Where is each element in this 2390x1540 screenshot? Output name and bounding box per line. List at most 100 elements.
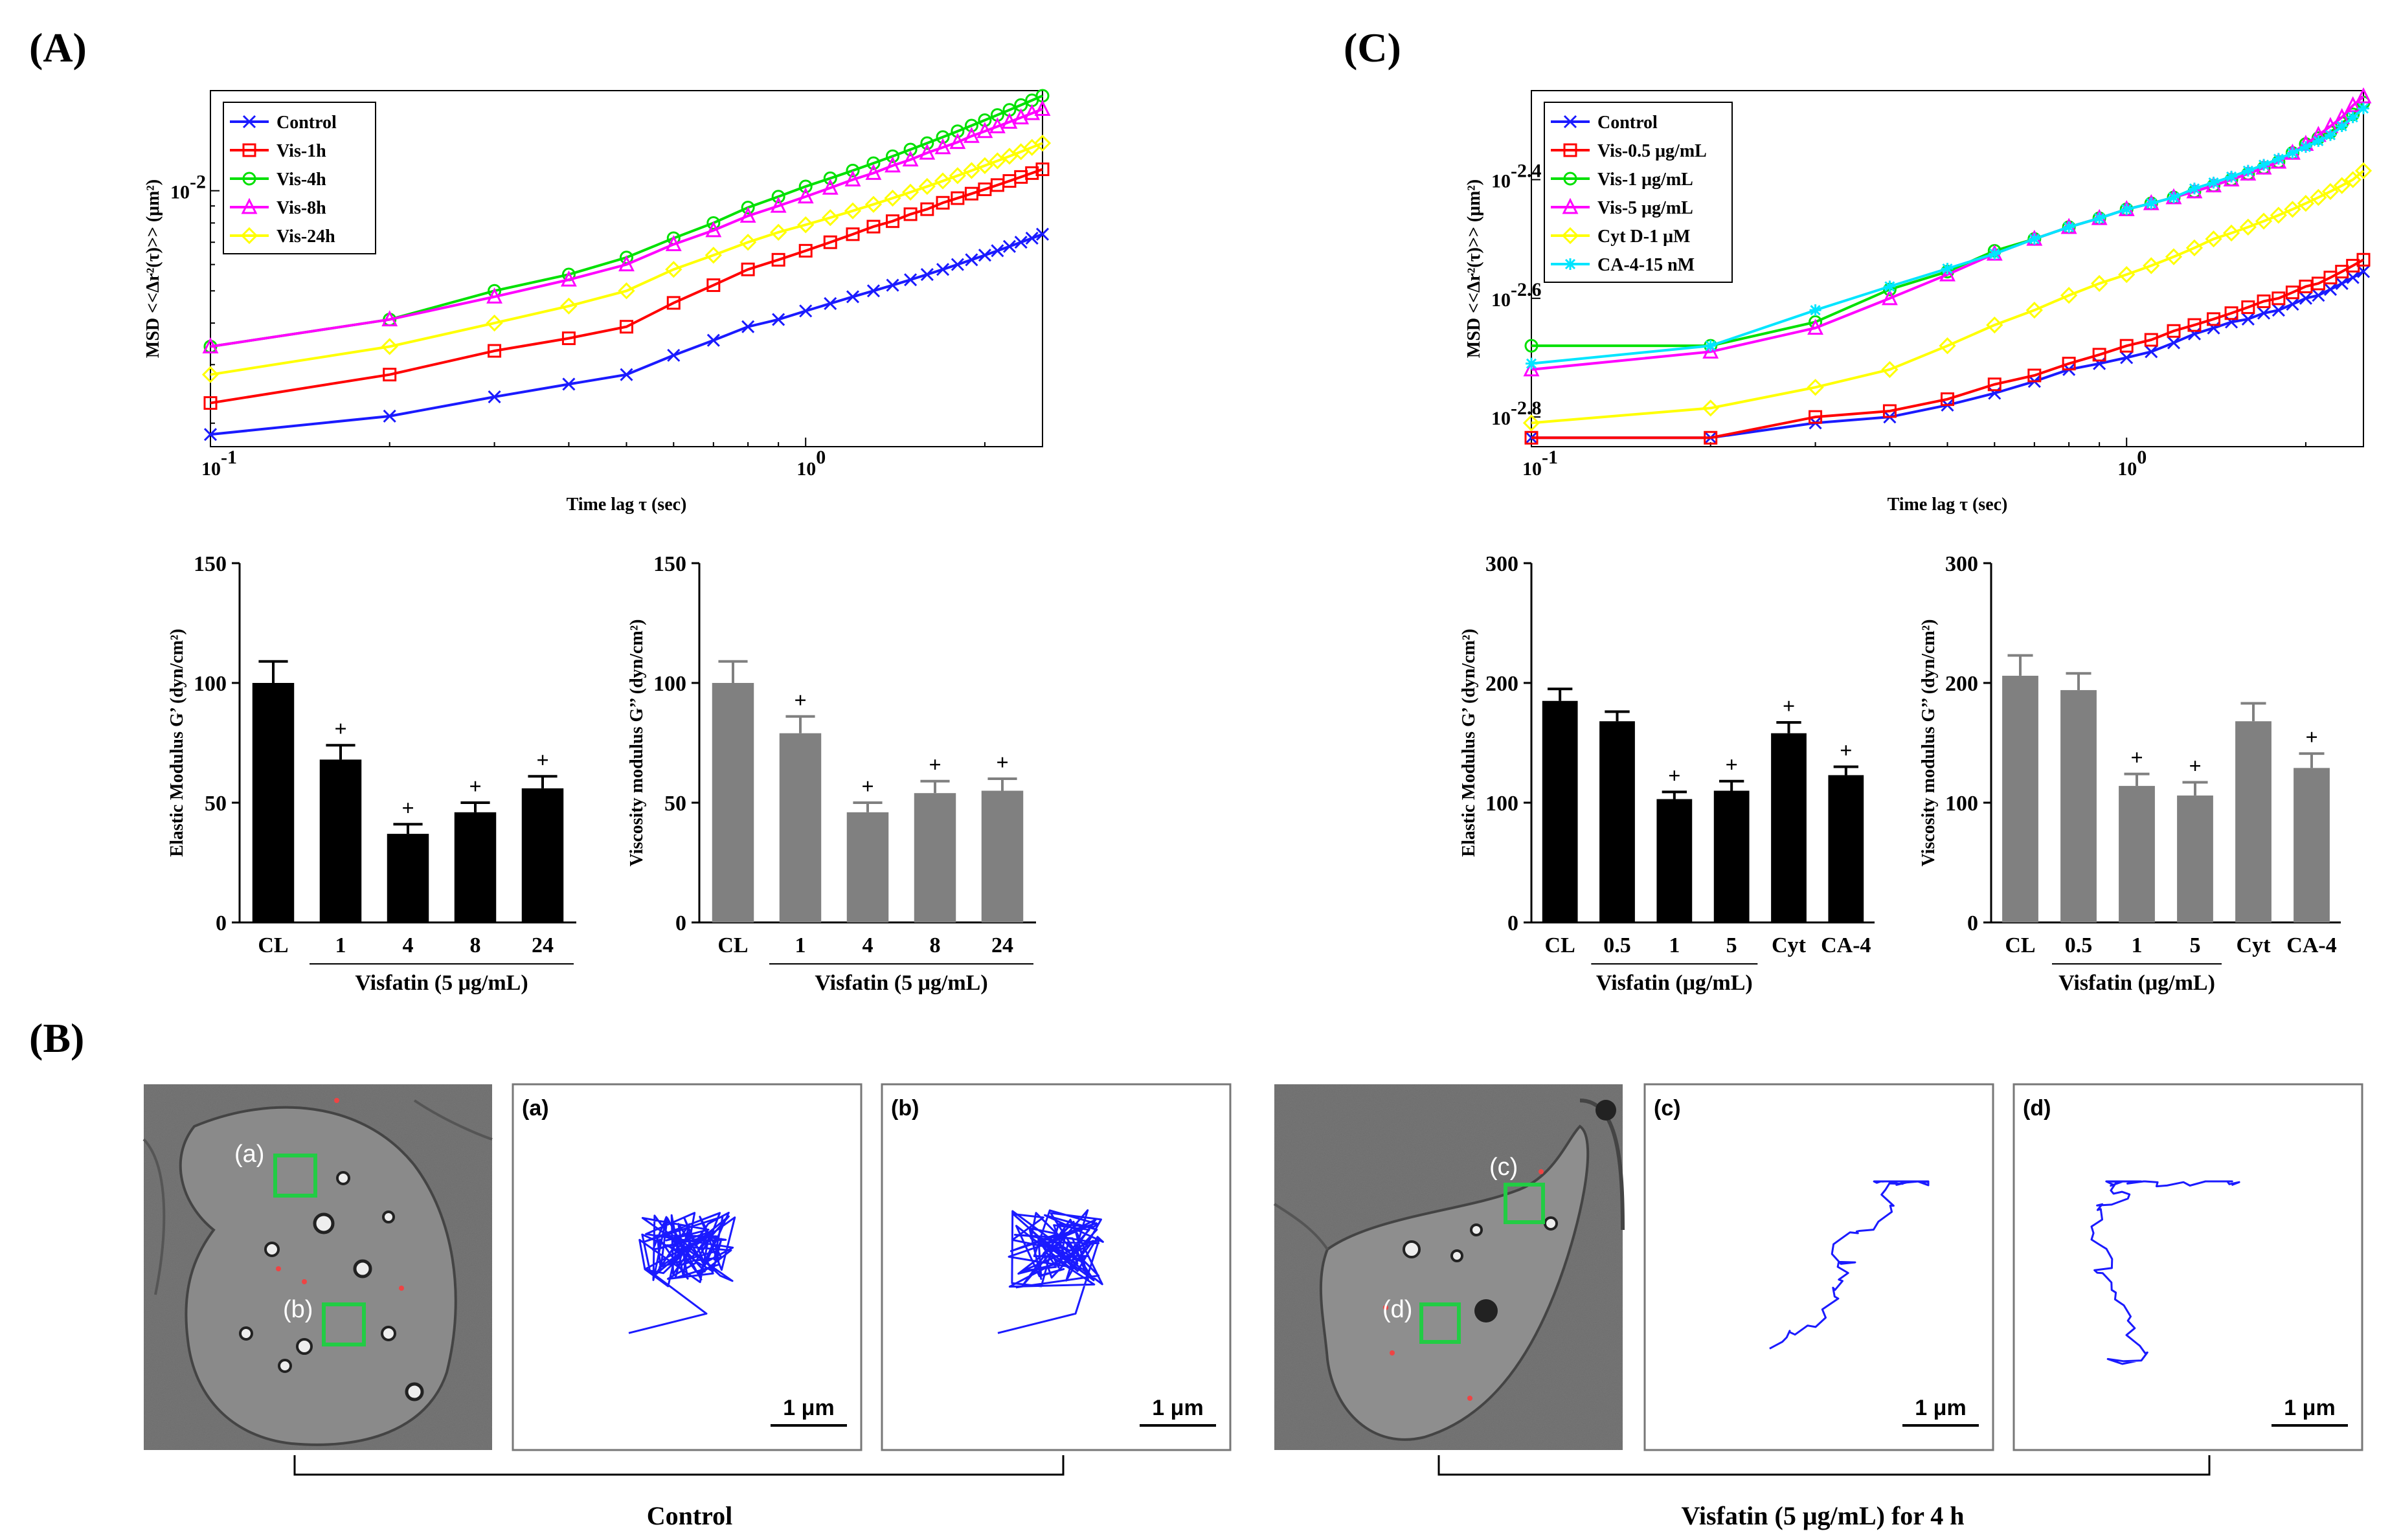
data-point (1524, 339, 1539, 353)
data-point (1025, 231, 1039, 245)
data-point (866, 284, 881, 298)
visfatin-bracket (1437, 1455, 2211, 1476)
data-point (666, 296, 681, 310)
category-label: 1 (2132, 933, 2143, 957)
data-point (2297, 195, 2315, 212)
data-point (1035, 162, 1050, 177)
data-point (706, 278, 721, 293)
data-point (741, 320, 755, 333)
data-point (381, 310, 398, 327)
data-point (886, 278, 899, 292)
data-point (2272, 291, 2286, 306)
y-axis-label: Viscosity modulus G’’ (dyn/cm²) (627, 619, 647, 867)
data-point (2207, 312, 2221, 326)
series-line-1 (210, 168, 1043, 405)
data-point (965, 253, 978, 267)
legend-marker (242, 172, 256, 186)
data-point (2060, 287, 2078, 304)
data-point (864, 195, 883, 213)
y-tick-label: 300 (1945, 552, 1978, 576)
data-point (2145, 345, 2158, 359)
data-point (2145, 197, 2158, 210)
data-point (706, 216, 721, 230)
bar (1542, 700, 1578, 922)
data-point (2241, 312, 2255, 326)
data-point (903, 142, 918, 157)
x-tick-exponent: 0 (816, 447, 826, 468)
significance-marker: + (1840, 739, 1852, 763)
data-point (2321, 183, 2339, 200)
data-point (2063, 221, 2075, 233)
y-tick-label: 100 (1945, 792, 1978, 816)
data-point (771, 190, 785, 204)
data-point (976, 122, 993, 139)
significance-marker: + (996, 751, 1008, 775)
data-point (1704, 430, 1718, 445)
legend-entry: Vis-24h (276, 227, 335, 247)
cell-label-b: (b) (283, 1296, 313, 1323)
data-point (920, 267, 934, 282)
y-tick-label: 10 (1491, 408, 1511, 429)
data-point (903, 207, 918, 221)
legend-entry: Vis-1h (276, 141, 326, 161)
group-label: Visfatin (5 μg/mL) (815, 971, 987, 995)
legend-box (1544, 102, 1733, 283)
significance-marker: + (929, 753, 941, 777)
legend-entry: Cyt D-1 μM (1597, 227, 1690, 247)
cell-label-c: (c) (1489, 1154, 1518, 1181)
data-point (2165, 248, 2183, 265)
significance-marker: + (401, 796, 414, 820)
data-point (949, 133, 966, 150)
scale-bar-label: 1 μm (783, 1396, 834, 1420)
data-point (620, 368, 633, 381)
data-point (1882, 404, 1897, 418)
data-point (705, 247, 722, 264)
trajectory-title: (b) (891, 1096, 919, 1121)
data-point (1524, 430, 1539, 445)
data-point (2167, 324, 2181, 338)
data-point (964, 118, 978, 133)
category-label: 8 (930, 933, 941, 957)
data-point (2222, 224, 2240, 242)
category-label: 1 (1669, 933, 1680, 957)
legend-marker (242, 115, 256, 129)
data-point (865, 164, 882, 180)
legend-entry: Vis-1 μg/mL (1597, 170, 1693, 190)
data-point (1881, 361, 1899, 378)
roi-box-c (1504, 1183, 1545, 1224)
bar (779, 733, 822, 922)
data-point (488, 390, 501, 404)
trajectory-path (628, 1211, 736, 1334)
category-label: 4 (862, 933, 874, 957)
category-label: CL (717, 933, 748, 957)
trajectory-title: (c) (1654, 1096, 1681, 1121)
data-point (1014, 236, 1028, 249)
y-tick-label: 10 (170, 182, 190, 203)
significance-marker: + (1725, 753, 1737, 777)
legend-marker (1563, 143, 1577, 157)
data-point (1989, 248, 2001, 260)
data-point (1987, 377, 2001, 392)
data-point (1941, 263, 1954, 274)
bar (319, 759, 362, 922)
data-point (989, 152, 1006, 170)
legend-entry: Vis-8h (276, 198, 326, 218)
x-axis-label: Time lag τ (sec) (567, 495, 687, 515)
y-tick-label: 10 (1491, 171, 1511, 192)
y-tick-label: 50 (205, 792, 227, 816)
data-point (618, 255, 635, 272)
x-tick-exponent: -1 (1542, 447, 1558, 468)
trajectory-frame (1643, 1083, 1994, 1451)
bar (252, 683, 295, 922)
data-point (2286, 297, 2299, 311)
data-point (951, 191, 965, 205)
y-tick-exponent: -2.6 (1511, 279, 1542, 300)
data-point (2284, 201, 2301, 218)
data-point (846, 290, 860, 304)
data-point (741, 262, 755, 276)
category-label: 1 (335, 933, 346, 957)
data-point (2144, 333, 2158, 347)
significance-marker: + (536, 748, 548, 772)
bar-chart-a-viscous: 0 50 100 150 CL 1 +4 +8 +24 + Visfatin (5 μg/mL) Vi… (627, 552, 1036, 995)
